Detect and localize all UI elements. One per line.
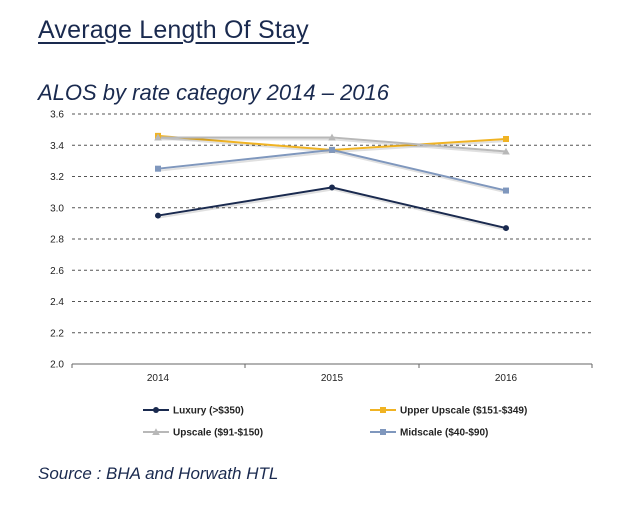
y-tick-label: 2.2 (50, 328, 64, 339)
y-tick-label: 3.0 (50, 203, 64, 214)
data-point (502, 147, 510, 155)
data-point (154, 133, 162, 141)
data-point (329, 184, 335, 191)
legend-label: Upscale ($91-$150) (173, 428, 263, 439)
chart-title: ALOS by rate category 2014 – 2016 (38, 80, 390, 105)
data-point (380, 429, 386, 435)
data-point (153, 407, 159, 413)
y-tick-label: 2.4 (50, 297, 64, 308)
y-tick-label: 2.8 (50, 235, 64, 246)
x-tick-label: 2014 (147, 373, 170, 384)
x-tick-label: 2015 (321, 373, 344, 384)
y-tick-label: 2.0 (50, 360, 64, 371)
source-note: Source : BHA and Horwath HTL (38, 464, 279, 483)
data-point (503, 187, 509, 194)
data-point (503, 225, 509, 232)
y-tick-label: 3.6 (50, 110, 64, 121)
series-line-shadow (158, 188, 508, 232)
y-tick-label: 2.6 (50, 266, 64, 277)
y-tick-label: 3.4 (50, 141, 64, 152)
data-point (380, 407, 386, 413)
page-title: Average Length Of Stay (38, 16, 309, 44)
data-point (155, 212, 161, 219)
data-point (503, 136, 509, 142)
legend-label: Luxury (>$350) (173, 406, 244, 417)
data-point (329, 146, 335, 153)
data-point (328, 133, 336, 141)
x-tick-label: 2016 (495, 373, 518, 384)
data-point (155, 165, 161, 172)
y-tick-label: 3.2 (50, 172, 64, 183)
legend-label: Upper Upscale ($151-$349) (400, 406, 527, 417)
data-point (152, 428, 160, 436)
legend-label: Midscale ($40-$90) (400, 428, 488, 439)
